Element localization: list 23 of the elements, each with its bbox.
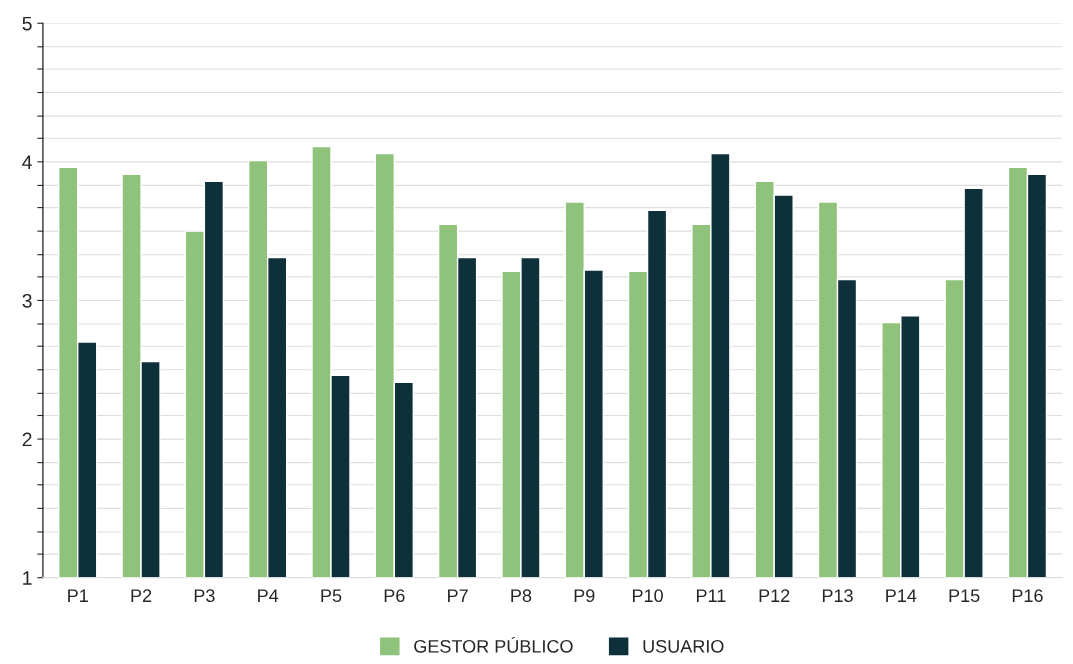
x-tick-label: P3 [194,589,215,603]
x-tick-label: P16 [1012,589,1043,603]
y-tick-label: 4 [22,155,32,169]
y-tick-label: 5 [22,16,32,31]
x-tick-label: P2 [131,589,152,602]
x-tick-label: P13 [822,589,853,603]
y-tick-label: 3 [22,293,32,308]
x-tick-label: P14 [886,589,917,602]
x-tick-label: P5 [321,589,342,603]
x-tick-label: P8 [511,589,532,603]
x-tick-label: P6 [384,589,405,603]
x-tick-label: P1 [68,589,88,602]
x-tick-label: P9 [574,589,595,603]
y-tick-label: 2 [22,432,32,447]
x-tick-label: P15 [949,589,980,603]
x-tick-label: P11 [696,589,726,602]
legend-label: USUARIO [643,639,724,653]
legend-label: GESTOR PÚBLICO [414,636,573,653]
x-tick-label: P4 [258,589,279,602]
x-tick-label: P12 [759,589,790,602]
x-tick-label: P10 [632,589,663,603]
y-tick-label: 1 [23,571,32,585]
x-tick-label: P7 [448,589,468,602]
